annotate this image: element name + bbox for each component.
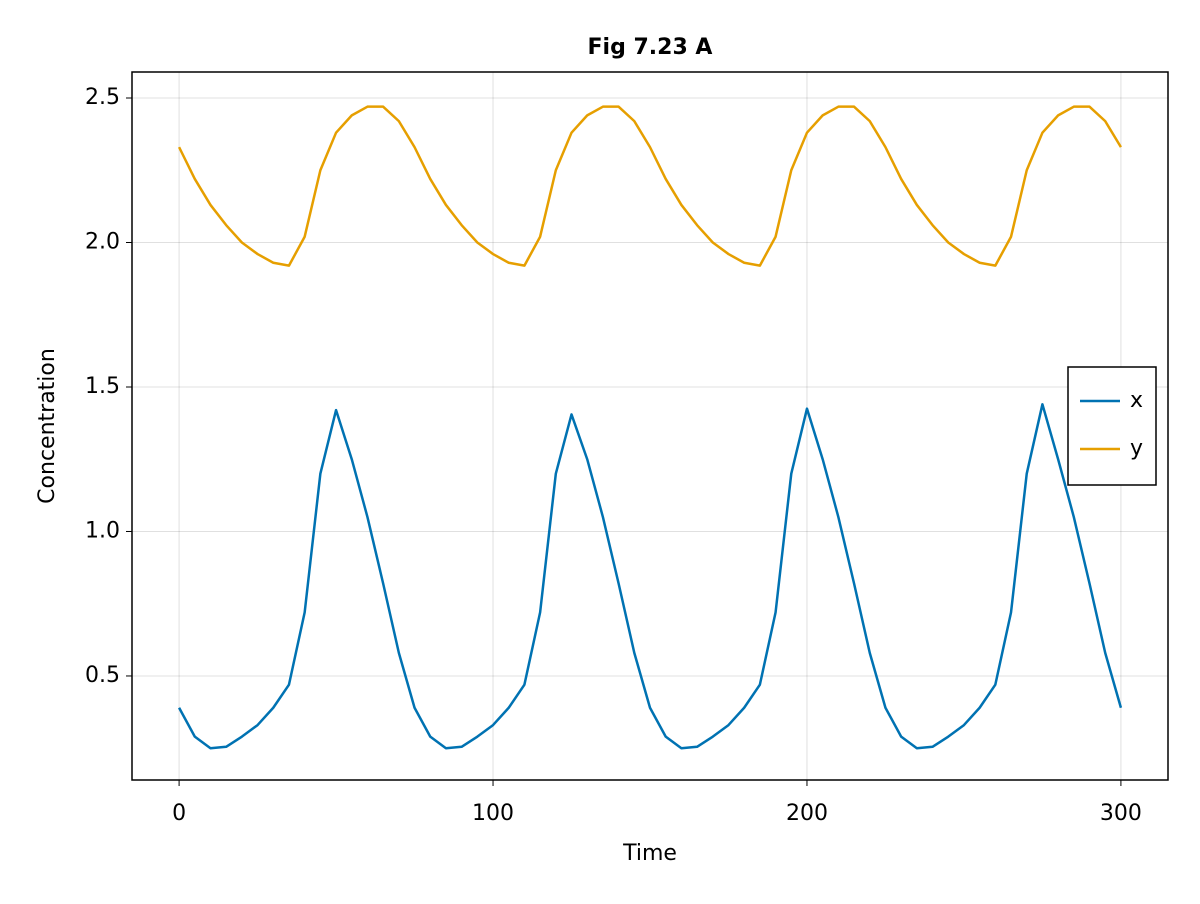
x-axis-label: Time [622, 841, 677, 866]
x-tick-label: 100 [472, 801, 514, 826]
legend-label: y [1130, 436, 1143, 461]
y-tick-label: 1.0 [85, 518, 120, 543]
legend: xy [1067, 366, 1157, 486]
y-tick-label: 2.5 [85, 85, 120, 110]
legend-label: x [1130, 388, 1143, 413]
y-axis-label: Concentration [35, 348, 60, 504]
y-tick-label: 1.5 [85, 374, 120, 399]
x-tick-label: 0 [172, 801, 186, 826]
legend-box [1067, 366, 1157, 486]
y-tick-label: 0.5 [85, 663, 120, 688]
line-series [177, 403, 1123, 750]
chart-title: Fig 7.23 A [588, 35, 713, 60]
x-tick-label: 200 [786, 801, 828, 826]
line-series [177, 105, 1122, 267]
plot-frame [131, 71, 1169, 781]
x-tick-label: 300 [1100, 801, 1142, 826]
y-tick-label: 2.0 [85, 229, 120, 254]
